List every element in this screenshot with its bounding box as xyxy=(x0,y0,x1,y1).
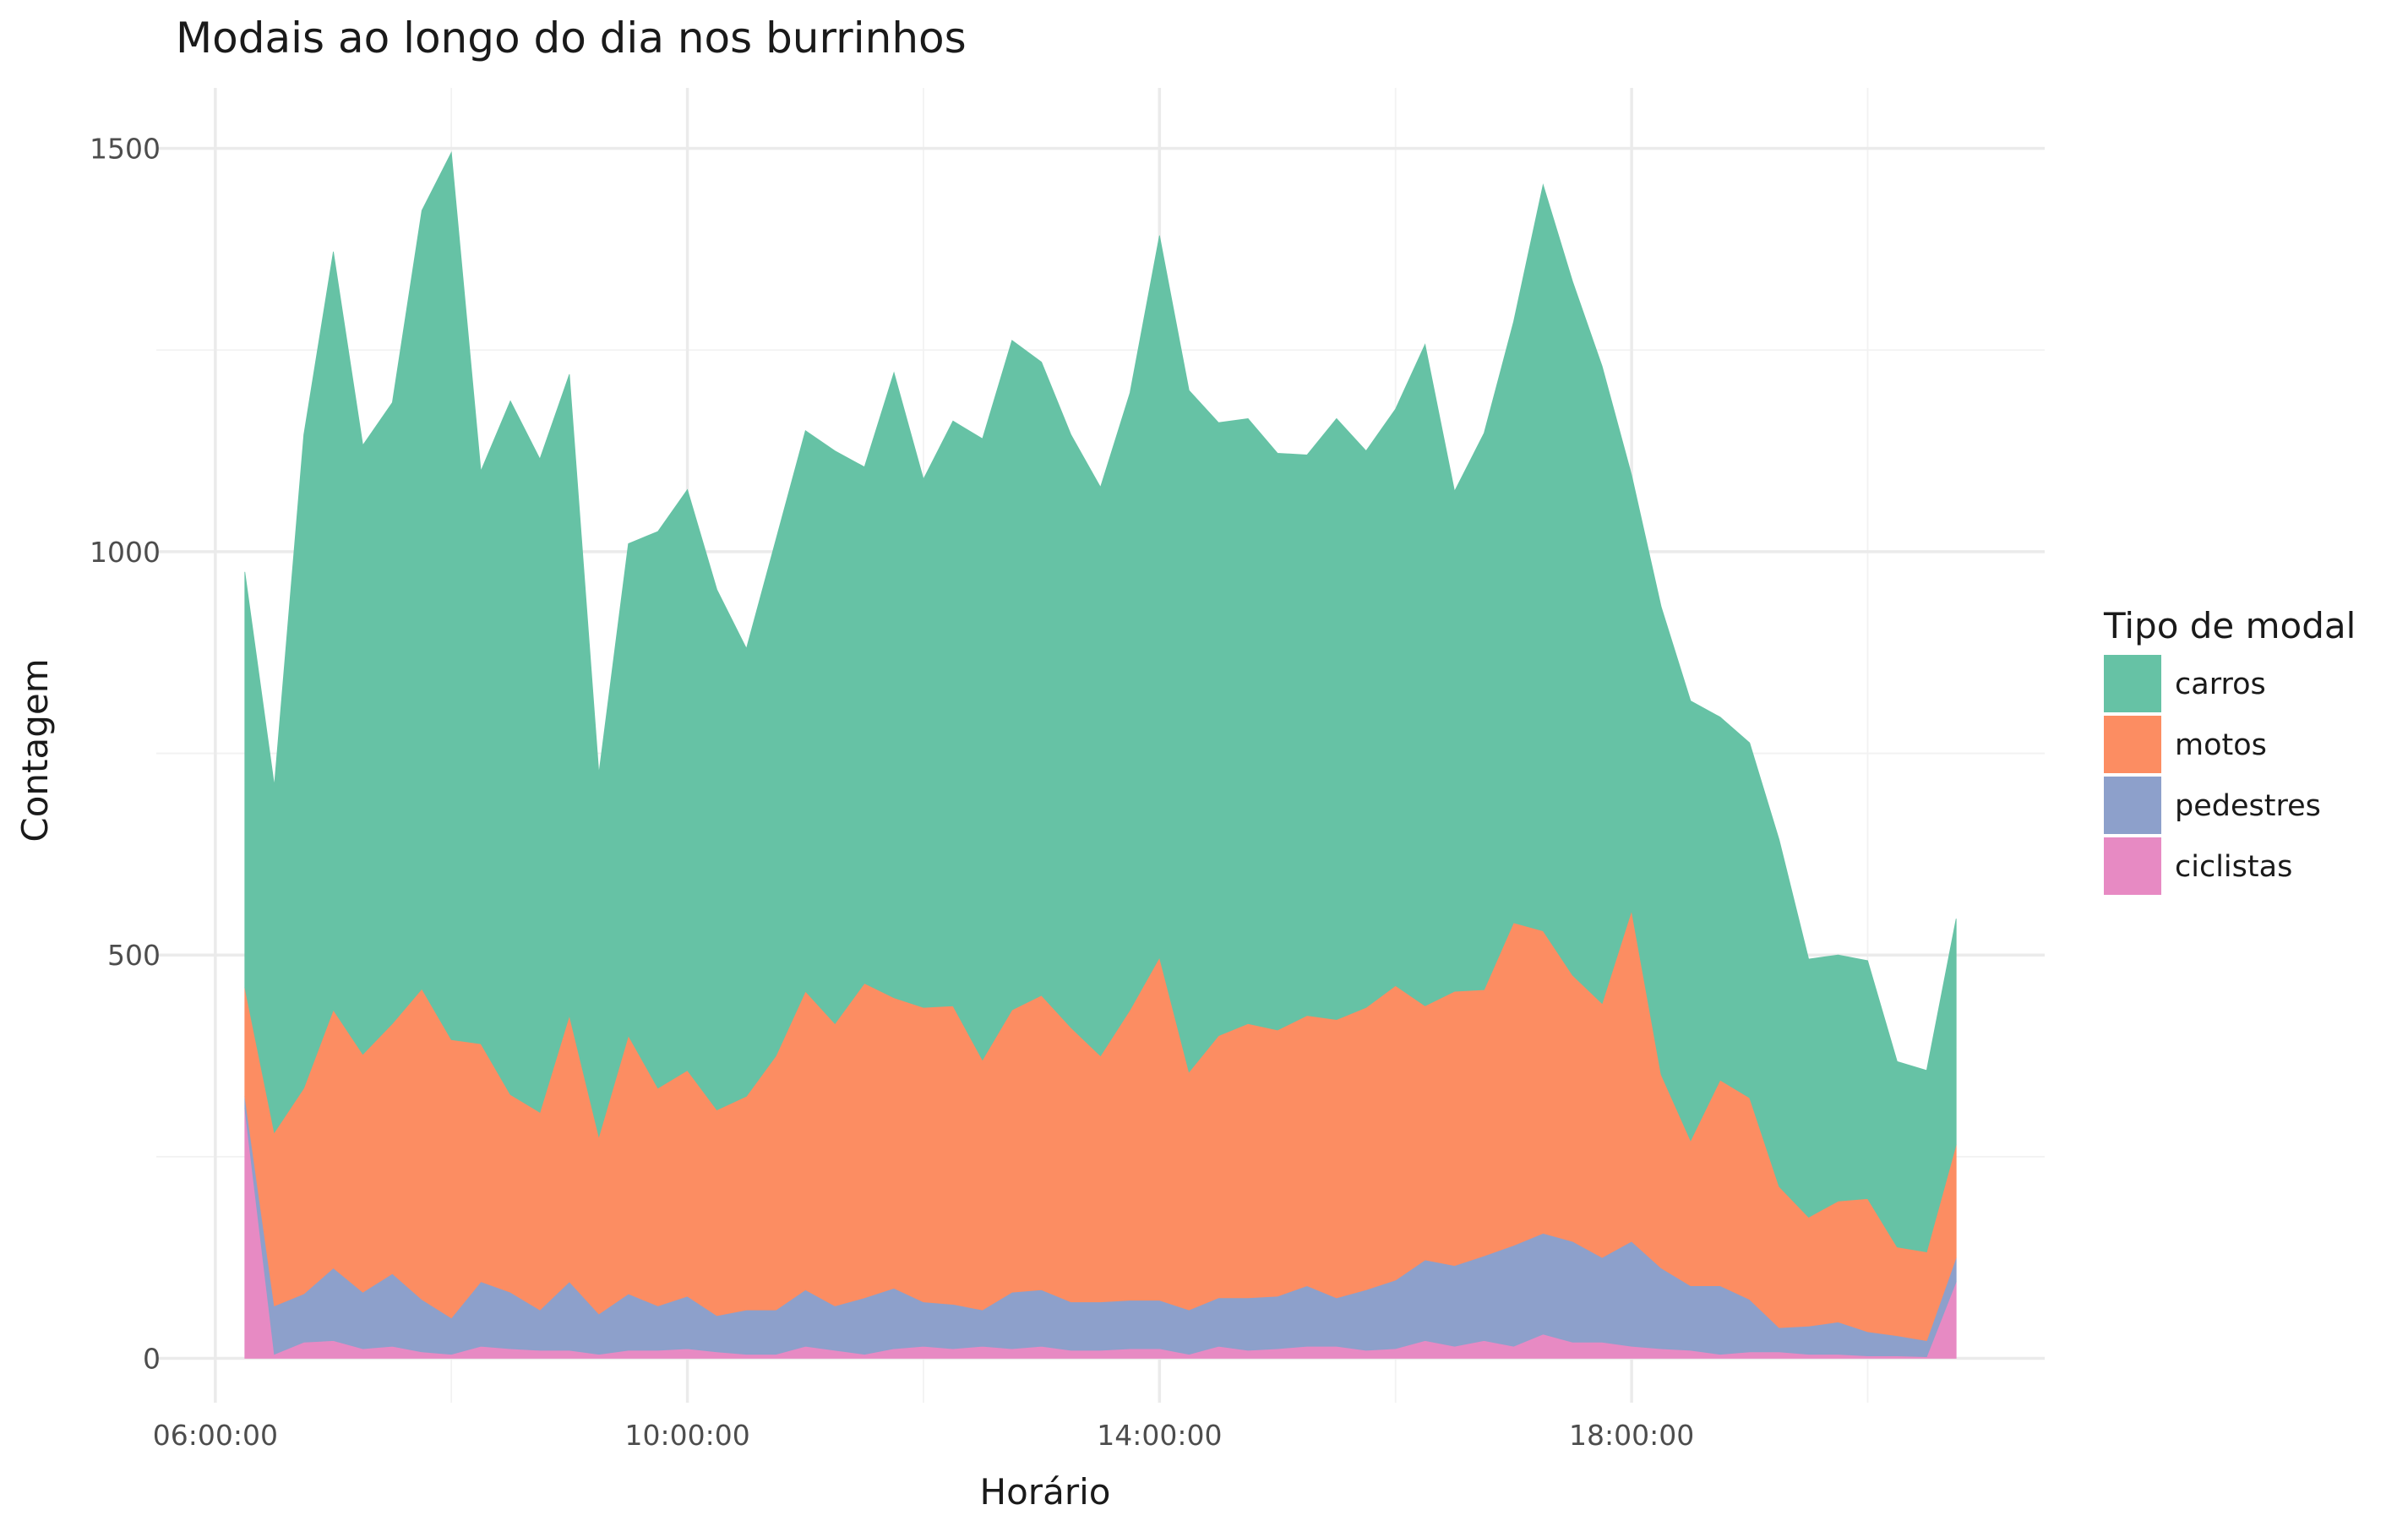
x-tick-label: 06:00:00 xyxy=(153,1419,278,1452)
y-tick-label: 500 xyxy=(107,939,161,972)
legend-label-motos: motos xyxy=(2175,728,2267,762)
y-tick-label: 0 xyxy=(143,1342,161,1375)
x-tick-label: 14:00:00 xyxy=(1097,1419,1222,1452)
legend-swatch-carros xyxy=(2104,655,2161,712)
area-carros xyxy=(244,150,1957,1252)
legend: Tipo de modal carros motos pedestres ciclis… xyxy=(2103,605,2356,895)
legend-label-pedestres: pedestres xyxy=(2175,789,2321,823)
x-tick-label: 18:00:00 xyxy=(1569,1419,1694,1452)
legend-title: Tipo de modal xyxy=(2103,605,2356,646)
legend-swatch-ciclistas xyxy=(2104,837,2161,895)
y-tick-label: 1000 xyxy=(90,536,161,569)
area-layer xyxy=(244,150,1957,1359)
chart-title: Modais ao longo do dia nos burrinhos xyxy=(176,14,967,63)
y-axis-ticks: 0 500 1000 1500 xyxy=(90,133,161,1376)
x-axis-ticks: 06:00:00 10:00:00 14:00:00 18:00:00 xyxy=(153,1419,1694,1452)
x-axis-title: Horário xyxy=(980,1471,1111,1513)
y-axis-title: Contagem xyxy=(14,658,56,842)
x-tick-label: 10:00:00 xyxy=(624,1419,749,1452)
legend-swatch-motos xyxy=(2104,716,2161,773)
legend-swatch-pedestres xyxy=(2104,777,2161,834)
legend-label-carros: carros xyxy=(2175,668,2266,701)
legend-label-ciclistas: ciclistas xyxy=(2175,850,2292,884)
y-tick-label: 1500 xyxy=(90,133,161,166)
